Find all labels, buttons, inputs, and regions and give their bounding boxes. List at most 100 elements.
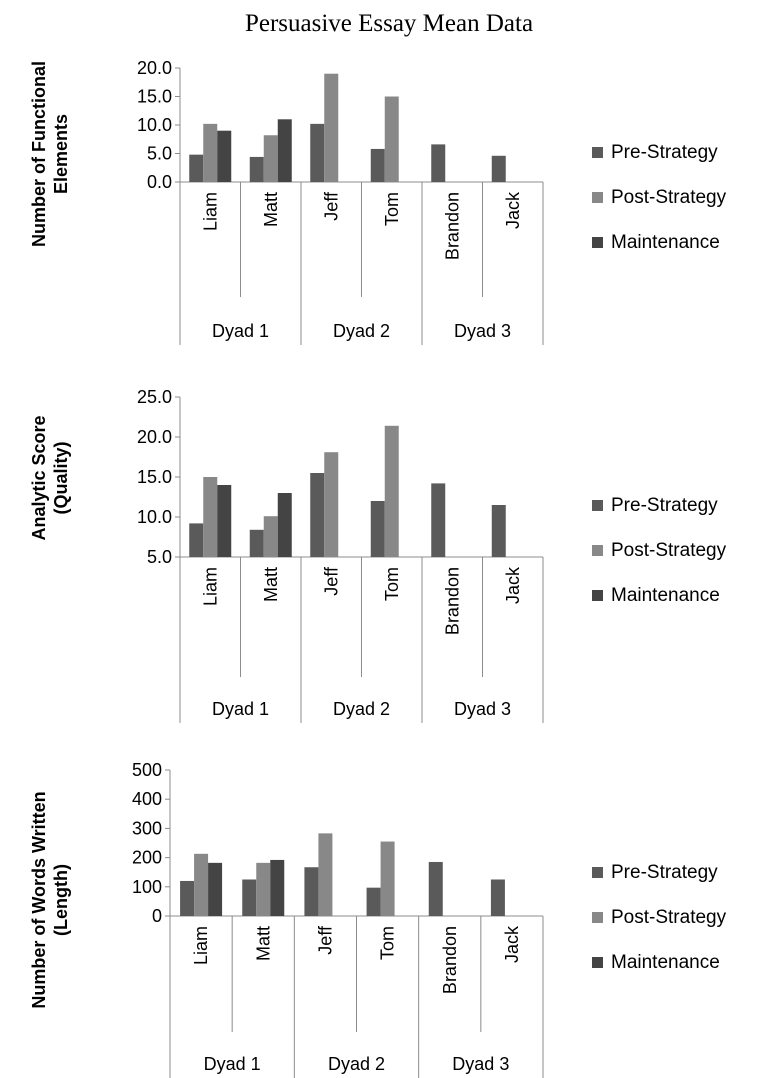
y-tick-label: 15.0 — [137, 467, 172, 487]
legend-label-post-strategy: Post-Strategy — [611, 540, 727, 561]
bar-post-strategy-matt — [256, 862, 271, 916]
bar-post-strategy-jeff — [318, 833, 333, 916]
y-tick-label: 500 — [132, 760, 162, 780]
chart-3: Number of Words Written (Length) 0 100 200 30… — [29, 760, 727, 1078]
bar-pre-strategy-liam — [189, 154, 204, 182]
y-tick-label: 5.0 — [147, 144, 172, 164]
y-axis-title: Number of Functional Elements — [29, 61, 71, 247]
legend-swatch-post-strategy — [592, 192, 603, 203]
bar-pre-strategy-liam — [180, 880, 195, 916]
bar-pre-strategy-tom — [366, 887, 381, 916]
y-axis-title-line: Number of Words Written — [29, 791, 49, 1008]
y-tick-label: 5.0 — [147, 547, 172, 567]
bar-pre-strategy-tom — [370, 148, 385, 182]
category-label-brandon: Brandon — [440, 926, 460, 994]
group-label-dyad-2: Dyad 2 — [328, 1054, 385, 1074]
bar-pre-strategy-matt — [249, 156, 264, 182]
category-label-liam: Liam — [200, 567, 220, 606]
bar-maintenance-matt — [270, 859, 285, 916]
bar-pre-strategy-jack — [491, 155, 506, 182]
bar-pre-strategy-jack — [491, 505, 506, 557]
bar-post-strategy-liam — [203, 477, 218, 557]
bar-post-strategy-tom — [380, 841, 395, 916]
bar-post-strategy-jeff — [324, 452, 339, 557]
legend-swatch-maintenance — [592, 590, 603, 601]
bar-pre-strategy-jeff — [310, 473, 325, 557]
group-label-dyad-2: Dyad 2 — [333, 321, 390, 341]
bar-pre-strategy-brandon — [431, 483, 446, 557]
bar-maintenance-liam — [217, 130, 232, 182]
y-axis-title-line: Elements — [51, 114, 71, 194]
y-tick-label: 0 — [152, 906, 162, 926]
y-tick-label: 300 — [132, 818, 162, 838]
category-label-matt: Matt — [253, 926, 273, 961]
y-tick-label: 0.0 — [147, 172, 172, 192]
category-label-tom: Tom — [382, 192, 402, 226]
legend-label-maintenance: Maintenance — [611, 585, 720, 606]
legend-swatch-maintenance — [592, 237, 603, 248]
group-label-dyad-3: Dyad 3 — [454, 699, 511, 719]
legend-swatch-pre-strategy — [592, 867, 603, 878]
page-title: Persuasive Essay Mean Data — [244, 10, 534, 37]
bar-pre-strategy-matt — [242, 879, 257, 916]
bar-maintenance-matt — [277, 119, 292, 182]
y-tick-label: 10.0 — [137, 507, 172, 527]
y-axis-title: Number of Words Written (Length) — [29, 791, 71, 1008]
bar-pre-strategy-jeff — [304, 867, 319, 916]
bar-post-strategy-matt — [263, 135, 278, 182]
group-label-dyad-3: Dyad 3 — [454, 321, 511, 341]
bar-post-strategy-liam — [203, 123, 218, 182]
y-tick-label: 100 — [132, 877, 162, 897]
legend-label-maintenance: Maintenance — [611, 232, 720, 253]
bar-maintenance-liam — [208, 862, 223, 916]
legend-swatch-post-strategy — [592, 545, 603, 556]
category-label-jack: Jack — [502, 925, 522, 963]
category-label-brandon: Brandon — [442, 567, 462, 635]
category-label-jeff: Jeff — [315, 925, 335, 955]
category-label-tom: Tom — [378, 926, 398, 960]
y-axis-title-line: (Quality) — [51, 441, 71, 514]
bar-post-strategy-jeff — [324, 73, 339, 182]
y-tick-label: 20.0 — [137, 58, 172, 78]
bar-pre-strategy-jack — [490, 879, 505, 916]
bar-pre-strategy-matt — [249, 529, 264, 557]
category-label-liam: Liam — [200, 192, 220, 231]
y-axis-title-line: Number of Functional — [29, 61, 49, 247]
bar-pre-strategy-jeff — [310, 123, 325, 182]
bar-maintenance-liam — [217, 485, 232, 557]
bar-post-strategy-tom — [384, 425, 399, 557]
y-axis-title-line: Analytic Score — [29, 415, 49, 540]
category-label-jack: Jack — [503, 191, 523, 229]
bar-post-strategy-matt — [263, 516, 278, 557]
y-tick-label: 10.0 — [137, 115, 172, 135]
bar-pre-strategy-tom — [370, 501, 385, 557]
category-label-matt: Matt — [261, 567, 281, 602]
category-label-jack: Jack — [503, 566, 523, 604]
y-tick-label: 400 — [132, 789, 162, 809]
legend-label-pre-strategy: Pre-Strategy — [611, 142, 718, 163]
bar-pre-strategy-liam — [189, 523, 204, 557]
group-label-dyad-1: Dyad 1 — [212, 699, 269, 719]
category-label-jeff: Jeff — [321, 191, 341, 221]
legend-label-post-strategy: Post-Strategy — [611, 187, 727, 208]
category-label-liam: Liam — [191, 926, 211, 965]
bar-pre-strategy-brandon — [428, 861, 443, 916]
bar-post-strategy-tom — [384, 96, 399, 182]
legend-label-pre-strategy: Pre-Strategy — [611, 862, 718, 883]
group-label-dyad-1: Dyad 1 — [212, 321, 269, 341]
category-label-tom: Tom — [382, 567, 402, 601]
y-tick-label: 15.0 — [137, 87, 172, 107]
category-label-jeff: Jeff — [321, 566, 341, 596]
legend-label-post-strategy: Post-Strategy — [611, 907, 727, 928]
y-tick-label: 20.0 — [137, 427, 172, 447]
legend-label-maintenance: Maintenance — [611, 952, 720, 973]
legend-label-pre-strategy: Pre-Strategy — [611, 495, 718, 516]
y-axis-title: Analytic Score (Quality) — [29, 415, 71, 540]
y-tick-label: 25.0 — [137, 387, 172, 407]
group-label-dyad-3: Dyad 3 — [452, 1054, 509, 1074]
y-tick-label: 200 — [132, 848, 162, 868]
legend-swatch-maintenance — [592, 957, 603, 968]
category-label-matt: Matt — [261, 192, 281, 227]
chart-1: Number of Functional Elements 0.0 5.0 10.0 15… — [29, 58, 727, 345]
